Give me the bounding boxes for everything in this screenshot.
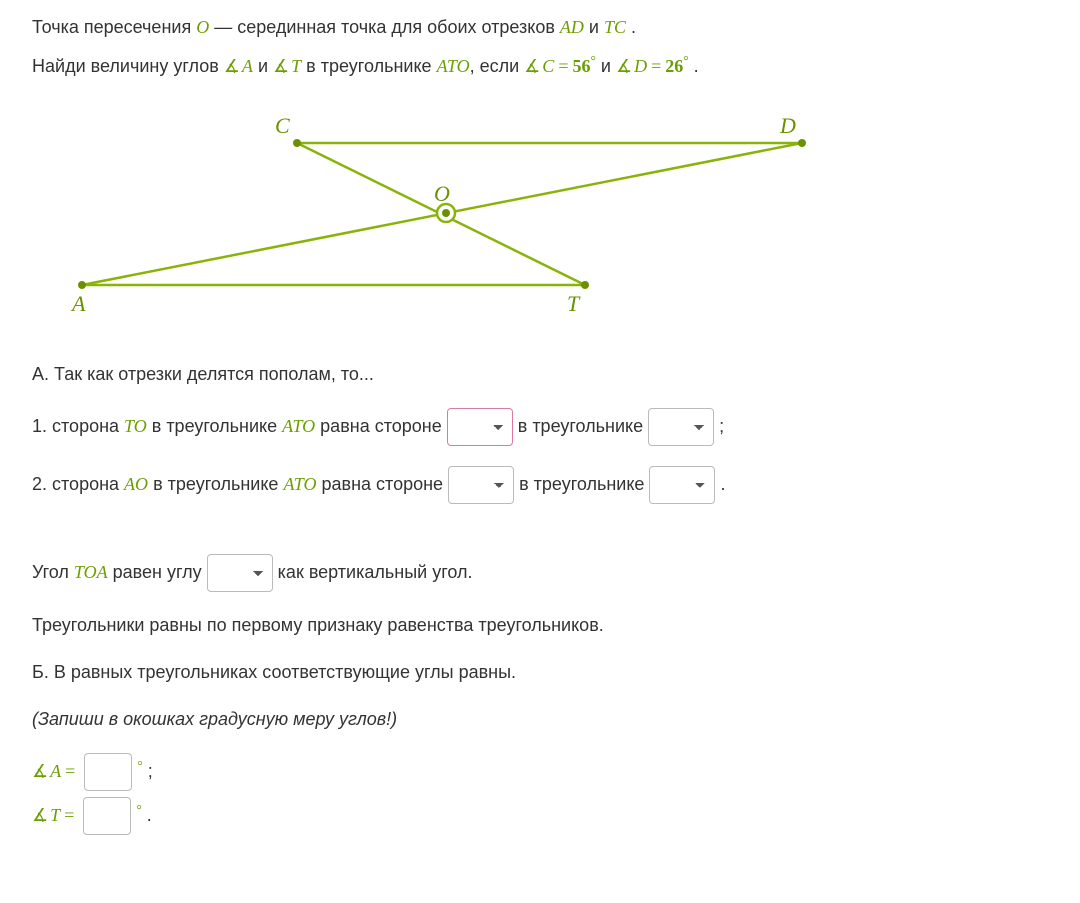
text: и xyxy=(258,56,273,76)
svg-text:T: T xyxy=(567,291,581,316)
section-a-line-1: 1. сторона TO в треугольнике ATO равна с… xyxy=(32,408,1052,446)
text: как вертикальный угол. xyxy=(278,562,473,582)
text: в треугольнике xyxy=(153,474,283,494)
text: равен углу xyxy=(113,562,207,582)
math-AD: AD xyxy=(560,17,584,37)
text: равна стороне xyxy=(320,416,447,436)
svg-text:D: D xyxy=(779,113,796,138)
math-AO: AO xyxy=(124,474,148,494)
math-ATO-1: ATO xyxy=(282,416,315,436)
select-vertical-angle[interactable] xyxy=(207,554,273,592)
math-ATO: ATO xyxy=(437,56,470,76)
text: . xyxy=(631,17,636,37)
angle-A: ∡A xyxy=(224,56,253,76)
text: в треугольнике xyxy=(306,56,436,76)
math-O: O xyxy=(196,17,209,37)
input-angle-a[interactable] xyxy=(84,753,132,791)
answer-angle-t: ∡T= ° . xyxy=(32,797,1052,835)
input-angle-t[interactable] xyxy=(83,797,131,835)
text: Угол xyxy=(32,562,74,582)
text: Найди величину углов xyxy=(32,56,224,76)
text: ; xyxy=(148,761,153,781)
section-b-heading: Б. В равных треугольниках соответствующи… xyxy=(32,659,1052,686)
select-side-2[interactable] xyxy=(448,466,514,504)
angle-C-eq: ∡C=56° xyxy=(524,56,596,76)
deg-sym: ° xyxy=(136,805,141,825)
text: 2. сторона xyxy=(32,474,124,494)
math-ATO-2: ATO xyxy=(283,474,316,494)
section-a-conclusion: Треугольники равны по первому признаку р… xyxy=(32,612,1052,639)
text: , если xyxy=(470,56,525,76)
geometry-figure: C D O A T xyxy=(32,108,1052,331)
text: — серединная точка для обоих отрезков xyxy=(214,17,560,37)
deg-sym: ° xyxy=(137,761,142,781)
select-side-1[interactable] xyxy=(447,408,513,446)
angle-D-eq: ∡D=26° xyxy=(616,56,689,76)
svg-text:O: O xyxy=(434,181,450,206)
text: в треугольнике xyxy=(519,474,649,494)
intro-line-2: Найди величину углов ∡A и ∡T в треугольн… xyxy=(32,51,1052,80)
section-a-line-2: 2. сторона AO в треугольнике ATO равна с… xyxy=(32,466,1052,504)
text: Точка пересечения xyxy=(32,17,196,37)
angle-T-answer: ∡T= xyxy=(32,805,78,825)
text: и xyxy=(601,56,616,76)
answer-angle-a: ∡A= ° ; xyxy=(32,753,1052,791)
section-b-note: (Запиши в окошках градусную меру углов!) xyxy=(32,706,1052,733)
text: ; xyxy=(719,416,724,436)
angle-A-answer: ∡A= xyxy=(32,761,79,781)
figure-svg: C D O A T xyxy=(32,108,832,323)
svg-text:A: A xyxy=(70,291,86,316)
angle-T: ∡T xyxy=(273,56,301,76)
text: 1. сторона xyxy=(32,416,124,436)
select-triangle-2[interactable] xyxy=(649,466,715,504)
intro-line-1: Точка пересечения O — серединная точка д… xyxy=(32,14,1052,41)
section-a-heading: А. Так как отрезки делятся пополам, то..… xyxy=(32,361,1052,388)
math-TO: TO xyxy=(124,416,147,436)
text: . xyxy=(720,474,725,494)
text: в треугольнике xyxy=(518,416,648,436)
svg-text:C: C xyxy=(275,113,290,138)
math-TC: TC xyxy=(604,17,626,37)
text: равна стороне xyxy=(321,474,448,494)
select-triangle-1[interactable] xyxy=(648,408,714,446)
text: . xyxy=(694,56,699,76)
text: в треугольнике xyxy=(152,416,282,436)
math-TOA: TOA xyxy=(74,562,108,582)
text: . xyxy=(147,805,152,825)
vertical-angle-line: Угол TOA равен углу как вертикальный уго… xyxy=(32,554,1052,592)
text: и xyxy=(589,17,604,37)
